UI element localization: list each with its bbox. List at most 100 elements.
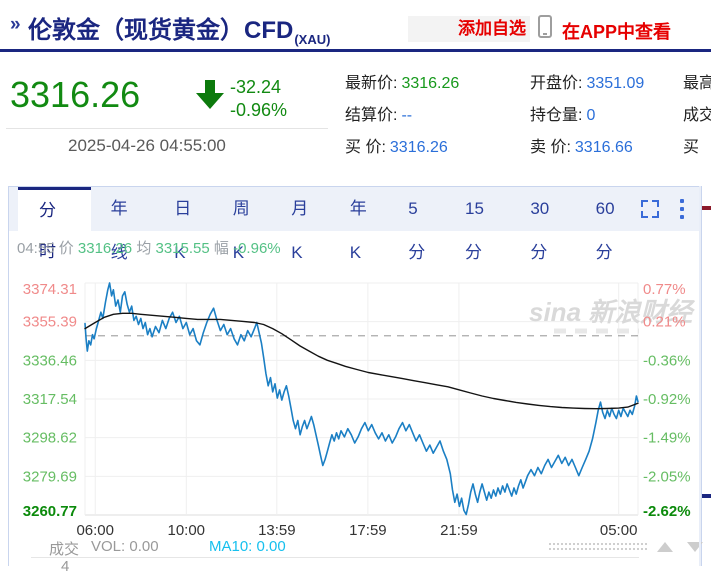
add-watchlist-button[interactable]: 添加自选 (408, 16, 530, 42)
y-axis-price-label: 3298.62 (23, 430, 77, 447)
down-arrow-icon (196, 80, 224, 110)
chevron-icon: » (10, 14, 21, 35)
quote-field-value: 3316.66 (574, 139, 633, 156)
quote-field: 持仓量: 0 (530, 100, 644, 132)
edge-mark-blue (702, 494, 711, 498)
x-axis-time-label: 06:00 (76, 522, 114, 539)
tabbar-icons (641, 187, 701, 231)
volume-ma10: MA10: 0.00 (209, 538, 286, 555)
y-axis-price-label: 3336.46 (23, 352, 77, 369)
volume-label: 成交 (49, 541, 80, 558)
quote-field-label: 结算价: (345, 107, 398, 124)
quote-timestamp: 2025-04-26 04:55:00 (68, 136, 226, 155)
quote-column-0: 最新价: 3316.26 结算价: -- 买 价: 3316.26 (345, 68, 459, 164)
x-axis-time-label: 21:59 (440, 522, 478, 539)
pane-divider (31, 557, 639, 558)
quote-field: 最新价: 3316.26 (345, 68, 459, 100)
price-line (84, 282, 639, 516)
period-tabbar: 分时 年线 日K 周K 月K 年K 5分 15分 30分 60分 (9, 187, 701, 262)
edge-mark-red (702, 206, 711, 210)
quote-field-value: 3351.09 (586, 75, 645, 92)
pane-resize-handle[interactable] (549, 543, 647, 550)
y-axis-price-label: 3355.39 (23, 314, 77, 331)
quote-field-value: 3316.26 (401, 75, 460, 92)
info-avg: 3315.55 (155, 240, 210, 257)
y-axis-percent-label: 0.77% (643, 281, 686, 298)
info-pct: -0.96% (233, 240, 281, 257)
info-range-label: 幅 (213, 240, 229, 257)
scrollbar-track[interactable] (699, 186, 701, 566)
view-in-app-link[interactable]: 在APP中查看 (562, 22, 672, 42)
y-axis-percent-label: -0.36% (643, 352, 691, 369)
phone-icon (538, 15, 552, 38)
instrument-title: 伦敦金（现货黄金）CFD(XAU) (28, 17, 331, 47)
quote-column-1: 开盘价: 3351.09 持仓量: 0 卖 价: 3316.66 (530, 68, 644, 164)
quote-field: 卖 价: 3316.66 (530, 132, 644, 164)
y-axis-price-label: 3374.31 (23, 281, 77, 298)
y-axis-price-label: 3279.69 (23, 468, 77, 485)
info-time: 04:55 (17, 240, 55, 257)
x-axis-time-label: 10:00 (167, 522, 205, 539)
y-axis-percent-label: -2.62% (643, 503, 691, 520)
quote-field-label: 成交 (683, 107, 711, 124)
change-absolute: -32.24 (230, 77, 282, 97)
quote-field: 最高 (683, 68, 711, 100)
info-price: 3316.26 (77, 240, 133, 257)
instrument-symbol: (XAU) (294, 32, 331, 47)
y-axis-price-label: 3317.54 (23, 391, 77, 408)
y-axis-percent-label: -2.05% (643, 468, 691, 485)
x-axis-time-label: 05:00 (600, 522, 638, 539)
y-axis-percent-label: 0.21% (643, 314, 686, 331)
quote-field-value: -- (401, 107, 413, 124)
change-percent: -0.96% (230, 100, 288, 120)
tab-年K[interactable]: 年K (349, 199, 367, 262)
quote-field: 买 (683, 132, 711, 164)
tab-15分[interactable]: 15分 (465, 199, 484, 262)
minute-chart[interactable]: sina 新浪财经 3374.31 0.77% 3355.39 0.21% 3336.46… (9, 259, 701, 567)
chart-card: 分时 年线 日K 周K 月K 年K 5分 15分 30分 60分 04:55 价 3316.26 … (8, 186, 703, 575)
pane-down-arrow[interactable] (687, 542, 703, 552)
quote-field-label: 开盘价: (530, 75, 583, 92)
volume-value: VOL: 0.00 (91, 538, 159, 555)
quote-field-value: 0 (586, 107, 596, 124)
quote-field-label: 最高 (683, 75, 711, 92)
quote-field-label: 卖 价: (530, 139, 571, 156)
tab-周K[interactable]: 周K (232, 199, 250, 262)
quote-field: 结算价: -- (345, 100, 459, 132)
average-line (84, 312, 639, 410)
pane-up-arrow[interactable] (657, 542, 673, 552)
chart-info-line: 04:55 价 3316.26 均 3315.55 幅 -0.96% (17, 237, 281, 258)
tab-日K[interactable]: 日K (174, 199, 192, 262)
quote-field: 成交 (683, 100, 711, 132)
tab-月K[interactable]: 月K (291, 199, 309, 262)
tab-分时[interactable]: 分时 (18, 187, 91, 261)
x-axis-time-label: 13:59 (258, 522, 296, 539)
quote-field: 开盘价: 3351.09 (530, 68, 644, 100)
page-header: » 伦敦金（现货黄金）CFD(XAU) 添加自选 在APP中查看 (0, 0, 711, 52)
price-change: -32.24 -0.96% (230, 76, 287, 122)
y-axis-percent-label: -1.49% (643, 430, 691, 447)
x-axis-time-label: 17:59 (349, 522, 387, 539)
volume-header: 成交 VOL: 0.00 MA10: 0.00 (9, 538, 703, 558)
fullscreen-icon[interactable] (641, 200, 659, 218)
y-axis-price-label: 3260.77 (23, 503, 77, 520)
volume-scale-partial: 4 (61, 558, 70, 575)
tab-5分[interactable]: 5分 (408, 199, 426, 262)
more-menu-icon[interactable] (675, 199, 689, 219)
watermark: sina 新浪财经 (529, 297, 695, 327)
tab-年线[interactable]: 年线 (110, 199, 128, 262)
quote-field: 买 价: 3316.26 (345, 132, 459, 164)
tab-30分[interactable]: 30分 (530, 199, 550, 262)
quote-field-value: 3316.26 (389, 139, 448, 156)
y-axis-percent-label: -0.92% (643, 391, 691, 408)
quote-column-2: 最高 成交买 (683, 68, 711, 164)
info-price-label: 价 (58, 240, 74, 257)
quote-divider (6, 128, 328, 129)
quote-field-label: 持仓量: (530, 107, 583, 124)
info-avg-label: 均 (136, 240, 152, 257)
tab-60分[interactable]: 60分 (595, 199, 615, 262)
last-price: 3316.26 (10, 74, 141, 115)
quote-field-label: 买 (683, 139, 700, 156)
quote-field-label: 买 价: (345, 139, 386, 156)
quote-field-label: 最新价: (345, 75, 398, 92)
